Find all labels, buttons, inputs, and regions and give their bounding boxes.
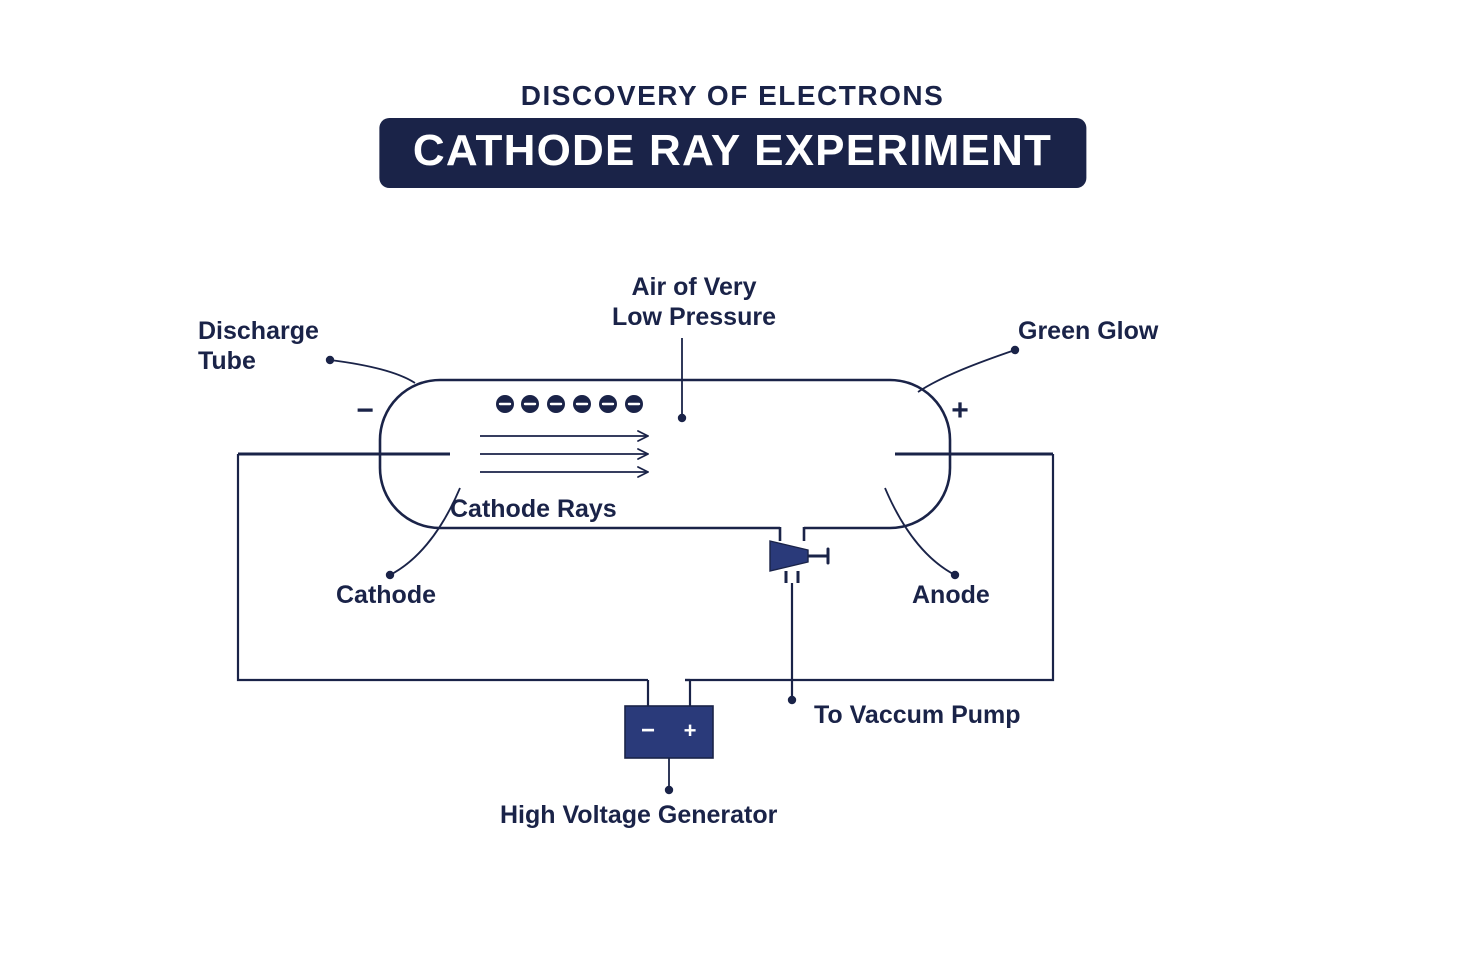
diagram-canvas: DISCOVERY OF ELECTRONS CATHODE RAY EXPER… (0, 0, 1465, 980)
pointer-green-glow (918, 350, 1015, 392)
electron-icon (599, 395, 617, 413)
svg-text:+: + (684, 718, 697, 743)
diagram-svg: −+−+ (0, 0, 1465, 980)
label-cathode-rays: Cathode Rays (450, 494, 617, 524)
wire-right (685, 454, 1053, 680)
anode-plus-sign: + (951, 394, 969, 427)
label-high-voltage-generator: High Voltage Generator (500, 800, 777, 830)
electron-icon (547, 395, 565, 413)
electron-icon (573, 395, 591, 413)
electron-icon (521, 395, 539, 413)
electron-icon (625, 395, 643, 413)
svg-text:−: − (641, 717, 655, 744)
label-cathode: Cathode (336, 580, 436, 610)
label-air-low-pressure: Air of VeryLow Pressure (594, 272, 794, 332)
label-anode: Anode (912, 580, 990, 610)
vacuum-valve-icon (770, 541, 828, 571)
label-green-glow: Green Glow (1018, 316, 1158, 346)
high-voltage-generator-icon: −+ (625, 706, 713, 758)
electron-icon (496, 395, 514, 413)
label-to-vacuum-pump: To Vaccum Pump (814, 700, 1021, 730)
pointer-anode (885, 488, 955, 575)
cathode-minus-sign: − (356, 394, 374, 427)
pointer-discharge-tube (330, 360, 415, 383)
wire-left (238, 454, 645, 680)
label-discharge-tube: DischargeTube (198, 316, 319, 376)
